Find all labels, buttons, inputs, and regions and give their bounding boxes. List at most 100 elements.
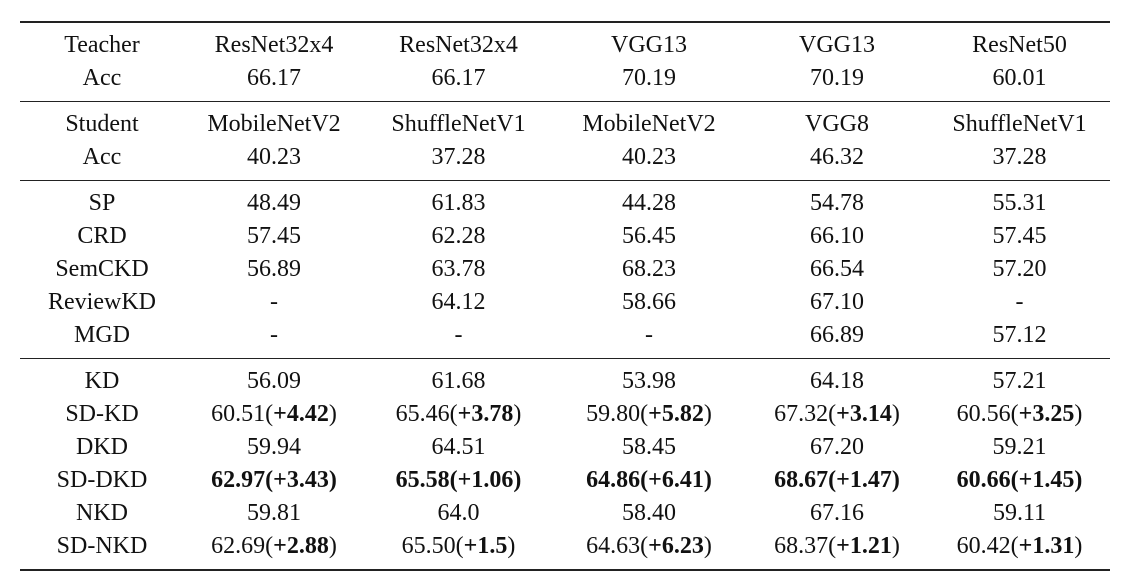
table-section: Teacher ResNet32x4 ResNet32x4 VGG13 VGG13 Res… — [20, 22, 1110, 102]
table-cell: 70.19 — [622, 65, 676, 91]
table-cell: 56.45 — [622, 223, 676, 249]
table-cell: 68.67(+1.47) — [745, 464, 929, 497]
cell-part: 62.69( — [211, 533, 274, 559]
cell-part: 67.32( — [774, 401, 837, 427]
row-label: Student — [65, 111, 139, 137]
cell-part: ) — [328, 533, 337, 559]
table-cell: 57.21 — [992, 368, 1047, 394]
cell-part: 65.58(+1.06) — [395, 467, 522, 493]
table-cell: 44.28 — [622, 190, 676, 216]
table-cell: VGG8 — [805, 111, 869, 137]
table-cell: 61.83 — [431, 190, 486, 216]
table-cell: 57.45 — [247, 223, 301, 249]
table-cell: 65.50(+1.5) — [364, 530, 553, 570]
cell-part: 60.66(+1.45) — [956, 467, 1083, 493]
table-cell: 68.37(+1.21) — [745, 530, 929, 570]
table-row: DKD 59.94 64.51 58.45 67.20 59.21 — [20, 431, 1110, 464]
table-cell: 64.51 — [431, 434, 486, 460]
row-label: SD-DKD — [56, 467, 148, 493]
table-row: KD 56.09 61.68 53.98 64.18 57.21 — [20, 359, 1110, 399]
table-cell: 40.23 — [622, 144, 676, 170]
table-cell: 46.32 — [810, 144, 864, 170]
cell-part: +4.42 — [273, 401, 329, 427]
cell-part: ) — [891, 533, 900, 559]
table-cell: ShuffleNetV1 — [952, 111, 1087, 137]
table-cell: 60.01 — [992, 65, 1047, 91]
table-row: SP 48.49 61.83 44.28 54.78 55.31 — [20, 181, 1110, 221]
table-cell: VGG13 — [799, 32, 875, 58]
cell-part: ) — [328, 401, 337, 427]
cell-part: 60.42( — [956, 533, 1019, 559]
table-cell: 40.23 — [247, 144, 301, 170]
cell-part: +1.5 — [463, 533, 508, 559]
table-cell: 64.18 — [810, 368, 864, 394]
cell-part: 68.67(+1.47) — [774, 467, 900, 493]
table-cell: 56.09 — [247, 368, 301, 394]
table-row: Acc 40.23 37.28 40.23 46.32 37.28 — [20, 141, 1110, 181]
table-cell: 57.45 — [992, 223, 1047, 249]
cell-part: 68.37( — [774, 533, 837, 559]
row-label: Acc — [82, 144, 122, 170]
table-cell: 53.98 — [622, 368, 676, 394]
table-cell: 61.68 — [431, 368, 486, 394]
cell-part: +3.25 — [1018, 401, 1075, 427]
cell-part: ) — [507, 533, 516, 559]
table-cell: 60.51(+4.42) — [184, 398, 364, 431]
table-cell: 62.97(+3.43) — [184, 464, 364, 497]
row-label: MGD — [73, 322, 130, 348]
table-cell: 54.78 — [810, 190, 864, 216]
table-row: CRD 57.45 62.28 56.45 66.10 57.45 — [20, 220, 1110, 253]
table-cell: 55.31 — [992, 190, 1047, 216]
table-cell: 67.20 — [810, 434, 864, 460]
table-cell: 66.17 — [247, 65, 301, 91]
table-cell: 66.89 — [810, 322, 864, 348]
row-label: Acc — [82, 65, 122, 91]
row-label: CRD — [77, 223, 127, 249]
table-cell: 58.40 — [622, 500, 676, 526]
row-label: SP — [88, 190, 116, 216]
table-cell: ResNet32x4 — [399, 32, 518, 58]
cell-part: +2.88 — [273, 533, 329, 559]
table-cell: MobileNetV2 — [582, 111, 716, 137]
cell-part: ) — [513, 401, 522, 427]
cell-part: 59.80( — [586, 401, 649, 427]
cell-part: ) — [1074, 401, 1083, 427]
table-cell: 60.66(+1.45) — [929, 464, 1110, 497]
table-cell: - — [645, 322, 653, 348]
table-cell: 59.11 — [992, 500, 1047, 526]
table-cell: 59.80(+5.82) — [553, 398, 745, 431]
table-cell: 67.32(+3.14) — [745, 398, 929, 431]
table-cell: 56.89 — [247, 256, 301, 282]
table-cell: VGG13 — [611, 32, 687, 58]
results-table: Teacher ResNet32x4 ResNet32x4 VGG13 VGG13 Res… — [20, 21, 1110, 571]
table-cell: 64.63(+6.23) — [553, 530, 745, 570]
row-label: SD-KD — [65, 401, 139, 427]
table-row: SD-NKD 62.69(+2.88) 65.50(+1.5) 64.63(+6.23… — [20, 530, 1110, 570]
table-section: Student MobileNetV2 ShuffleNetV1 MobileNetV… — [20, 101, 1110, 181]
table-row: SemCKD 56.89 63.78 68.23 66.54 57.20 — [20, 253, 1110, 286]
table-cell: 65.46(+3.78) — [364, 398, 553, 431]
cell-part: ) — [703, 533, 712, 559]
row-label: SD-NKD — [56, 533, 148, 559]
cell-part: +1.31 — [1018, 533, 1075, 559]
table-cell: 68.23 — [622, 256, 676, 282]
row-label: NKD — [76, 500, 128, 526]
row-label: ReviewKD — [48, 289, 156, 315]
cell-part: 62.97(+3.43) — [211, 467, 337, 493]
cell-part: +6.23 — [648, 533, 704, 559]
table-row: NKD 59.81 64.0 58.40 67.16 59.11 — [20, 497, 1110, 530]
table-cell: 66.10 — [810, 223, 864, 249]
table-row: SD-KD 60.51(+4.42) 65.46(+3.78) 59.80(+5.82… — [20, 398, 1110, 431]
table-cell: 64.12 — [431, 289, 486, 315]
table-cell: 57.12 — [992, 322, 1047, 348]
table-cell: 37.28 — [431, 144, 486, 170]
table-cell: 62.69(+2.88) — [184, 530, 364, 570]
table-row: Acc 66.17 66.17 70.19 70.19 60.01 — [20, 62, 1110, 102]
cell-part: 60.56( — [956, 401, 1019, 427]
table-cell: 64.0 — [437, 500, 480, 526]
row-label: SemCKD — [55, 256, 149, 282]
row-label: KD — [84, 368, 120, 394]
table-cell: 48.49 — [247, 190, 301, 216]
cell-part: ) — [1074, 533, 1083, 559]
table-row: Student MobileNetV2 ShuffleNetV1 MobileNetV… — [20, 102, 1110, 142]
